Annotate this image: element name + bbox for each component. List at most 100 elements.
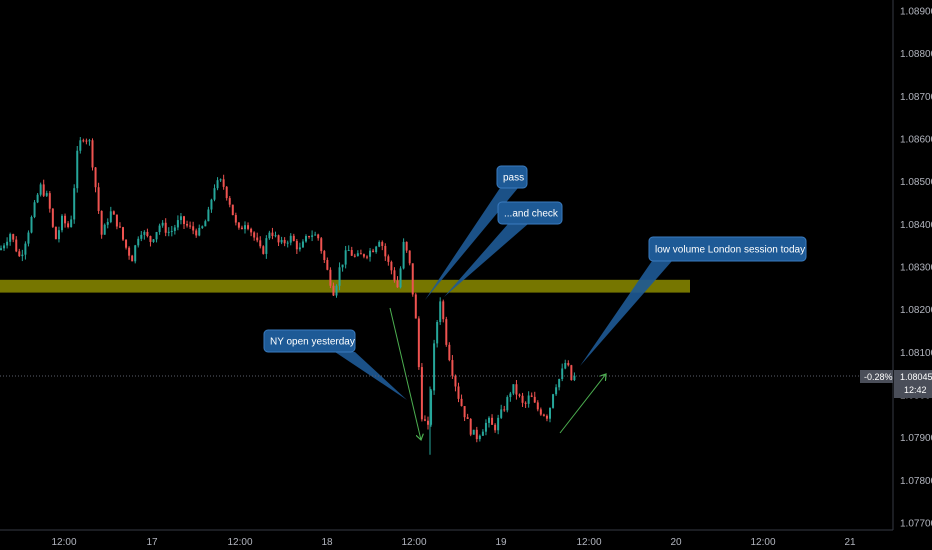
candle-body xyxy=(268,232,271,239)
callout-text: pass xyxy=(503,173,524,184)
candle-body xyxy=(54,226,57,240)
candle-body xyxy=(106,221,109,225)
candle-body xyxy=(372,250,375,253)
candle-body xyxy=(125,239,128,248)
candle-body xyxy=(94,167,97,188)
candle-body xyxy=(417,318,420,368)
countdown-text: 12:42 xyxy=(904,385,927,395)
candle-body xyxy=(533,396,536,403)
candle-body xyxy=(146,231,149,237)
candle-body xyxy=(542,414,545,416)
candle-body xyxy=(122,227,124,240)
candle-body xyxy=(369,250,372,257)
candle-body xyxy=(515,384,518,395)
candle-body xyxy=(262,246,265,254)
time-tick-label: 17 xyxy=(146,537,158,548)
support-zone xyxy=(0,279,690,293)
candle-body xyxy=(250,228,253,233)
candle-body xyxy=(442,301,445,320)
candle-body xyxy=(411,263,414,295)
price-tick-label: 1.08700 xyxy=(900,92,932,103)
candle-body xyxy=(61,215,63,231)
price-axis[interactable]: 1.08900 1.08800 1.08700 1.08600 1.08500 1.084… xyxy=(892,0,932,530)
candle-body xyxy=(213,188,216,200)
candle-body xyxy=(48,193,51,209)
callout-text: NY open yesterday xyxy=(270,337,355,348)
candle-body xyxy=(64,215,67,224)
candle-body xyxy=(253,232,256,238)
price-tick-label: 1.08800 xyxy=(900,49,932,60)
candle-body xyxy=(204,221,207,227)
candle-body xyxy=(173,227,176,231)
candle-body xyxy=(305,236,307,242)
callout-check: ...and check xyxy=(444,201,563,297)
candle-body xyxy=(549,407,551,419)
candle-body xyxy=(375,246,378,253)
candle-body xyxy=(134,245,137,262)
price-tick-label: 1.07700 xyxy=(900,519,932,530)
time-tick-label: 12:00 xyxy=(51,537,76,548)
candle-body xyxy=(430,390,433,425)
candle-body xyxy=(259,240,262,247)
candle-body xyxy=(24,243,27,255)
candle-body xyxy=(225,186,228,199)
candle-body xyxy=(234,215,237,223)
candle-body xyxy=(402,241,405,269)
candle-body xyxy=(454,375,457,387)
candle-body xyxy=(289,235,292,243)
price-tick-label: 1.08100 xyxy=(900,348,932,359)
time-tick-label: 18 xyxy=(321,537,333,548)
candle-body xyxy=(320,238,323,252)
candle-body xyxy=(478,435,481,440)
candle-body xyxy=(301,241,304,248)
candle-body xyxy=(545,415,548,419)
candle-body xyxy=(256,237,259,241)
candle-body xyxy=(484,422,487,432)
candle-body xyxy=(314,234,317,236)
candle-body xyxy=(518,394,521,396)
candle-body xyxy=(265,238,268,254)
candle-body xyxy=(555,387,558,395)
candle-body xyxy=(179,216,182,221)
price-tick-label: 1.08500 xyxy=(900,177,932,188)
candle-body xyxy=(152,239,155,242)
candle-body xyxy=(140,234,143,239)
candle-body xyxy=(308,236,311,238)
candle-body xyxy=(466,417,469,419)
callout-text: ...and check xyxy=(504,209,559,220)
candle-body xyxy=(469,418,472,435)
candle-body xyxy=(88,140,91,142)
annotations: NY open yesterday pass ...and check low vol… xyxy=(263,165,807,440)
candle-body xyxy=(561,368,564,380)
candle-body xyxy=(201,226,204,228)
candle-body xyxy=(67,223,70,228)
candle-body xyxy=(427,420,429,425)
candle-body xyxy=(222,179,225,187)
candle-body xyxy=(42,184,45,196)
candle-body xyxy=(280,239,283,243)
candle-body xyxy=(128,247,131,256)
time-axis[interactable]: 12:00 17 12:00 18 12:00 19 12:00 20 12:00 21 xyxy=(0,529,893,548)
candle-body xyxy=(399,268,402,288)
candle-body xyxy=(73,188,76,220)
candle-body xyxy=(3,245,6,249)
candle-body xyxy=(436,321,439,344)
candle-body xyxy=(274,235,277,237)
callout-london: low volume London session today xyxy=(580,236,807,366)
candle-body xyxy=(475,429,478,440)
up-trend-arrow xyxy=(559,374,606,434)
candle-body xyxy=(344,250,347,265)
candle-body xyxy=(195,230,198,236)
candle-body xyxy=(198,227,201,236)
candle-body xyxy=(494,424,497,431)
candle-body xyxy=(396,280,399,288)
candle-body xyxy=(500,409,503,418)
candle-body xyxy=(112,211,115,215)
candle-body xyxy=(39,184,42,195)
candle-body xyxy=(158,225,161,233)
candle-body xyxy=(244,225,246,230)
candle-body xyxy=(45,193,48,196)
time-tick-label: 12:00 xyxy=(227,537,252,548)
candle-body xyxy=(362,254,365,257)
